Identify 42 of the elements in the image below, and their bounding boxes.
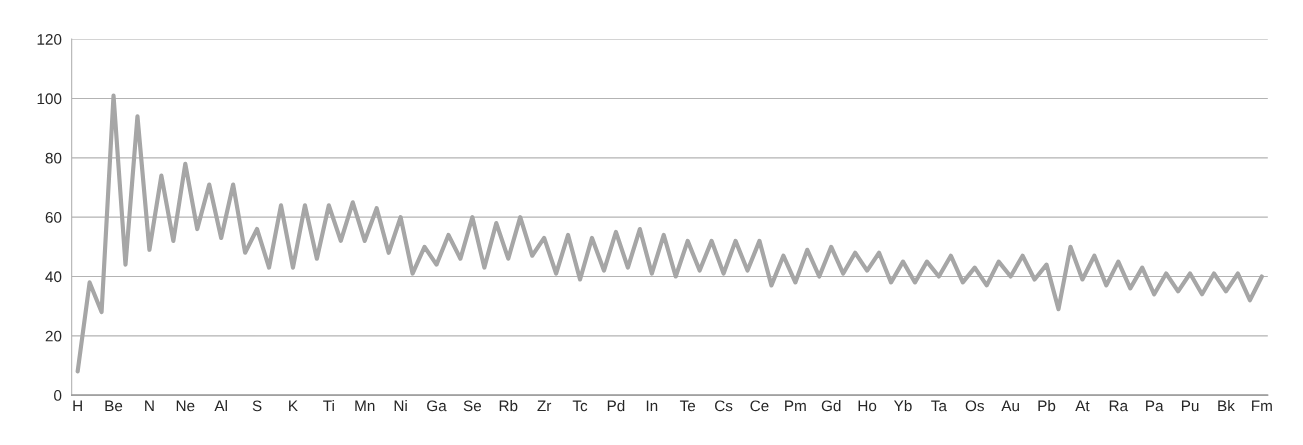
x-tick-label: At bbox=[1075, 400, 1090, 412]
x-tick-label: Ti bbox=[323, 400, 334, 412]
x-tick-label: Zr bbox=[537, 400, 552, 412]
x-tick-label: Ta bbox=[931, 400, 947, 412]
y-tick-label: 20 bbox=[45, 330, 62, 342]
x-tick-label: N bbox=[145, 400, 154, 412]
line-series bbox=[75, 93, 1264, 374]
x-tick-label: Se bbox=[463, 400, 482, 412]
x-tick-label: Pu bbox=[1181, 400, 1199, 412]
y-tick-label: 80 bbox=[45, 152, 62, 164]
x-tick-label: Ho bbox=[858, 400, 877, 412]
x-tick-label: Pb bbox=[1038, 400, 1056, 412]
x-tick-label: Pd bbox=[607, 400, 625, 412]
x-tick-label: Ra bbox=[1109, 400, 1129, 412]
x-tick-label: Ni bbox=[394, 400, 407, 412]
x-tick-label: K bbox=[289, 400, 298, 412]
x-tick-label: Ga bbox=[427, 400, 447, 412]
y-tick-label: 120 bbox=[37, 34, 62, 45]
x-tick-label: Ce bbox=[750, 400, 769, 412]
y-tick-label: 0 bbox=[54, 390, 62, 401]
y-tick-label: 60 bbox=[45, 212, 62, 223]
x-tick-label: Tc bbox=[572, 400, 588, 412]
x-tick-label: Gd bbox=[821, 400, 841, 412]
x-tick-label: Bk bbox=[1218, 400, 1235, 412]
x-tick-label: Ne bbox=[176, 400, 195, 412]
x-tick-label: Yb bbox=[893, 400, 912, 412]
x-tick-label: Pa bbox=[1146, 400, 1164, 412]
x-tick-label: Fm bbox=[1252, 400, 1272, 412]
x-tick-label: Cs bbox=[715, 400, 733, 412]
x-tick-label: Be bbox=[105, 400, 123, 412]
x-tick-label: Te bbox=[679, 400, 696, 412]
x-tick-label: In bbox=[646, 400, 658, 412]
y-tick-label: 40 bbox=[45, 271, 62, 283]
x-tick-label: Rb bbox=[499, 400, 518, 412]
x-tick-label: Al bbox=[214, 400, 227, 412]
x-tick-label: H bbox=[73, 400, 82, 412]
x-tick-label: S bbox=[252, 400, 262, 412]
x-tick-label: Mn bbox=[355, 400, 375, 412]
x-tick-label: Os bbox=[965, 400, 984, 412]
x-tick-label: Pm bbox=[785, 400, 806, 412]
x-tick-label: Au bbox=[1001, 400, 1019, 412]
y-tick-label: 100 bbox=[37, 93, 62, 105]
